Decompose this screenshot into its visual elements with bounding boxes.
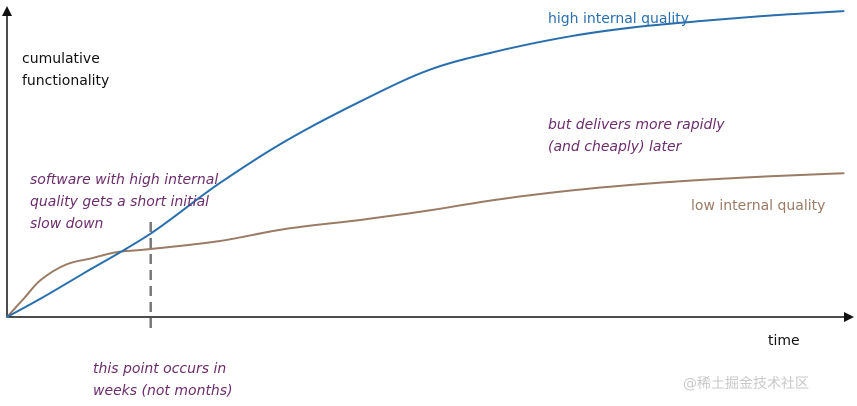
series-label-low-internal-quality: low internal quality bbox=[691, 198, 825, 214]
series-line-low-internal-quality bbox=[6, 172, 845, 318]
annotation-slowdown-line-2: quality gets a short initial bbox=[30, 194, 209, 210]
annotation-slowdown-line-3: slow down bbox=[30, 216, 103, 232]
annotation-point-line-2: weeks (not months) bbox=[93, 383, 233, 399]
series-line-high-internal-quality bbox=[6, 10, 845, 318]
x-axis-label: time bbox=[768, 333, 800, 349]
watermark-text: @稀土掘金技术社区 bbox=[683, 376, 809, 392]
annotation-later-line-1: but delivers more rapidly bbox=[548, 117, 725, 133]
annotation-point-line-1: this point occurs in bbox=[93, 361, 226, 377]
series-label-high-internal-quality: high internal quality bbox=[548, 11, 689, 27]
y-axis-label-line-2: functionality bbox=[22, 73, 109, 89]
annotation-later-line-2: (and cheaply) later bbox=[548, 139, 683, 155]
annotation-slowdown-line-1: software with high internal bbox=[30, 172, 218, 188]
y-axis-label-line-1: cumulative bbox=[22, 51, 100, 67]
